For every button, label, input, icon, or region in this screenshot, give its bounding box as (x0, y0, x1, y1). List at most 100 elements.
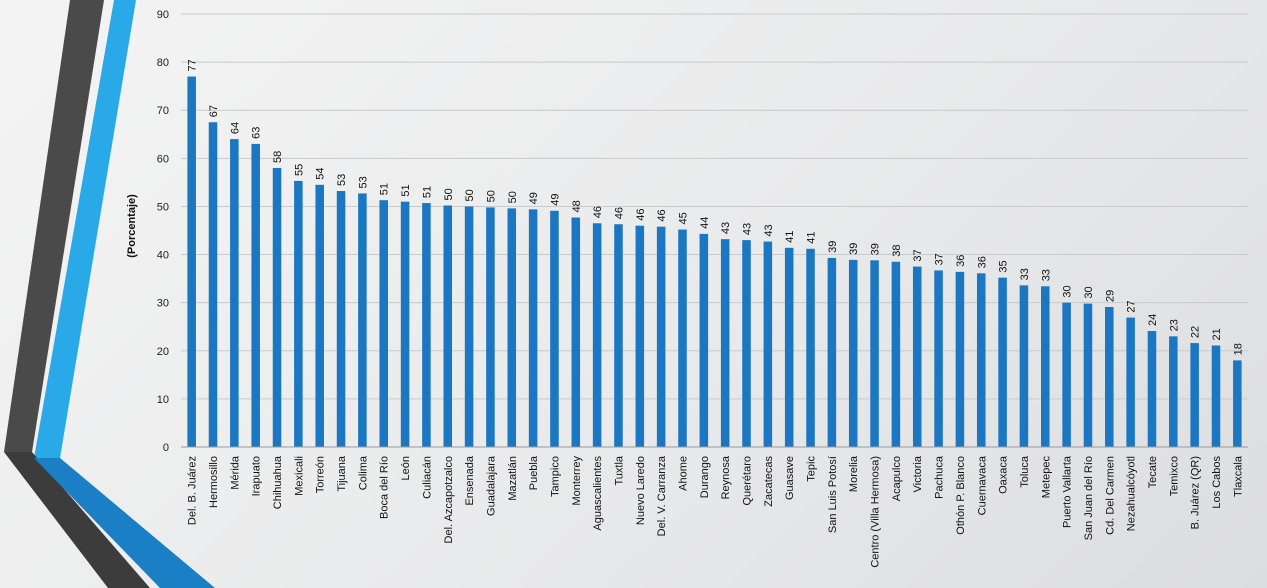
blue-stripe-lower (34, 458, 215, 588)
category-label: Tecate (1147, 456, 1159, 488)
bar (656, 226, 666, 447)
bar (443, 205, 453, 447)
category-label: Tepic (806, 456, 818, 482)
bar-value-label: 46 (635, 208, 647, 220)
y-axis-label: (Porcentaje) (126, 194, 138, 258)
category-label: Hermosillo (208, 456, 220, 508)
bar-value-label: 53 (357, 176, 369, 188)
bar (998, 277, 1007, 447)
bar-value-label: 64 (229, 122, 241, 134)
bar-value-label: 51 (421, 186, 433, 198)
bar (742, 240, 751, 447)
y-axis-ticks: 0 10 20 30 40 50 60 70 80 90 (157, 9, 169, 454)
category-label: Monterrey (571, 456, 583, 506)
category-label: Cd. Del Carmen (1104, 456, 1116, 535)
bar-value-label: 41 (806, 232, 818, 244)
bar-value-label: 27 (1126, 300, 1138, 312)
x-axis-categories: Del. B. Juárez Hermosillo Mérida Irapuato Ch… (187, 455, 1245, 568)
y-tick-label: 50 (157, 201, 169, 213)
bar (635, 225, 645, 447)
category-label: Chihuahua (272, 455, 284, 509)
bar (1211, 345, 1221, 447)
bar-value-label: 44 (699, 217, 711, 229)
category-label: Tlaxcala (1232, 455, 1244, 497)
category-label: Acapulco (891, 456, 903, 501)
bar (336, 191, 346, 447)
category-label: B. Juárez (QR) (1190, 456, 1202, 529)
bar (870, 260, 879, 447)
y-tick-label: 40 (157, 250, 169, 262)
bar-value-label: 43 (742, 223, 754, 235)
bar-value-label: 46 (613, 207, 625, 219)
bar (1147, 331, 1157, 447)
bar (422, 203, 431, 447)
bar-value-label: 30 (1062, 285, 1074, 297)
bar (1126, 317, 1135, 447)
category-label: Los Cabos (1211, 456, 1223, 509)
bar-value-label: 22 (1190, 326, 1202, 338)
decoration (4, 0, 215, 588)
category-label: Toluca (1019, 455, 1031, 488)
bar (955, 271, 965, 447)
bar (400, 201, 410, 447)
bar (1105, 306, 1114, 447)
bar (976, 273, 986, 447)
y-tick-label: 60 (157, 153, 169, 165)
bar-value-label: 36 (976, 256, 988, 268)
bar-value-label: 35 (998, 260, 1010, 272)
bar (230, 139, 239, 448)
bar-value-label: 33 (1040, 269, 1052, 281)
bar-value-label: 50 (443, 188, 455, 200)
bar (891, 261, 901, 447)
category-label: Del. Azcapotzalco (443, 456, 455, 543)
y-tick-label: 80 (157, 57, 169, 69)
category-label: Victoria (912, 455, 924, 492)
bar (848, 259, 858, 447)
bar (251, 143, 260, 447)
bar-value-label: 53 (336, 174, 348, 186)
bar (358, 193, 367, 447)
bar-value-label: 29 (1104, 290, 1116, 302)
category-label: Tijuana (336, 455, 348, 492)
category-label: Querétaro (742, 456, 754, 506)
category-label: Reynosa (720, 455, 732, 499)
category-label: León (400, 456, 412, 480)
category-label: Durango (699, 456, 711, 498)
bar-value-label: 50 (464, 189, 476, 201)
y-tick-label: 20 (157, 346, 169, 358)
category-label: Aguascalientes (592, 456, 604, 531)
bar-value-label: 49 (528, 192, 540, 204)
bar (315, 184, 324, 448)
dark-stripe-upper (4, 0, 104, 452)
bar (187, 76, 196, 448)
category-label: Guadalajara (485, 455, 497, 516)
bar-value-label: 36 (955, 255, 967, 267)
category-label: Metepec (1040, 456, 1052, 499)
bar-value-label: 49 (549, 194, 561, 206)
bar-value-label: 55 (293, 164, 305, 176)
category-label: Temixco (1168, 456, 1180, 496)
bar-value-label: 43 (763, 224, 775, 236)
bar-value-label: 37 (934, 253, 946, 265)
bar (592, 223, 602, 447)
bar-value-label: 46 (656, 209, 668, 221)
category-label: Nezahualcóyotl (1126, 456, 1138, 531)
category-label: Ahome (677, 456, 689, 491)
category-label: Boca del Río (379, 456, 391, 519)
bar (720, 239, 730, 447)
bar (1019, 285, 1029, 447)
data-labels: 77 67 64 63 58 55 54 53 53 51 51 51 50 50 50 50 49 49 48 46… (187, 59, 1245, 355)
bars (187, 76, 1242, 448)
category-label: Del. V. Carranza (656, 455, 668, 536)
bar-value-label: 54 (315, 168, 327, 180)
bar (272, 167, 282, 447)
bar-value-label: 58 (272, 151, 284, 163)
category-label: Nuevo Laredo (635, 456, 647, 525)
bar (763, 241, 773, 447)
bar-value-label: 30 (1083, 286, 1095, 298)
bar (294, 180, 303, 447)
bar-value-label: 45 (677, 212, 689, 224)
bar-value-label: 63 (251, 127, 263, 139)
bar-value-label: 39 (870, 243, 882, 255)
category-label: Ensenada (464, 455, 476, 505)
